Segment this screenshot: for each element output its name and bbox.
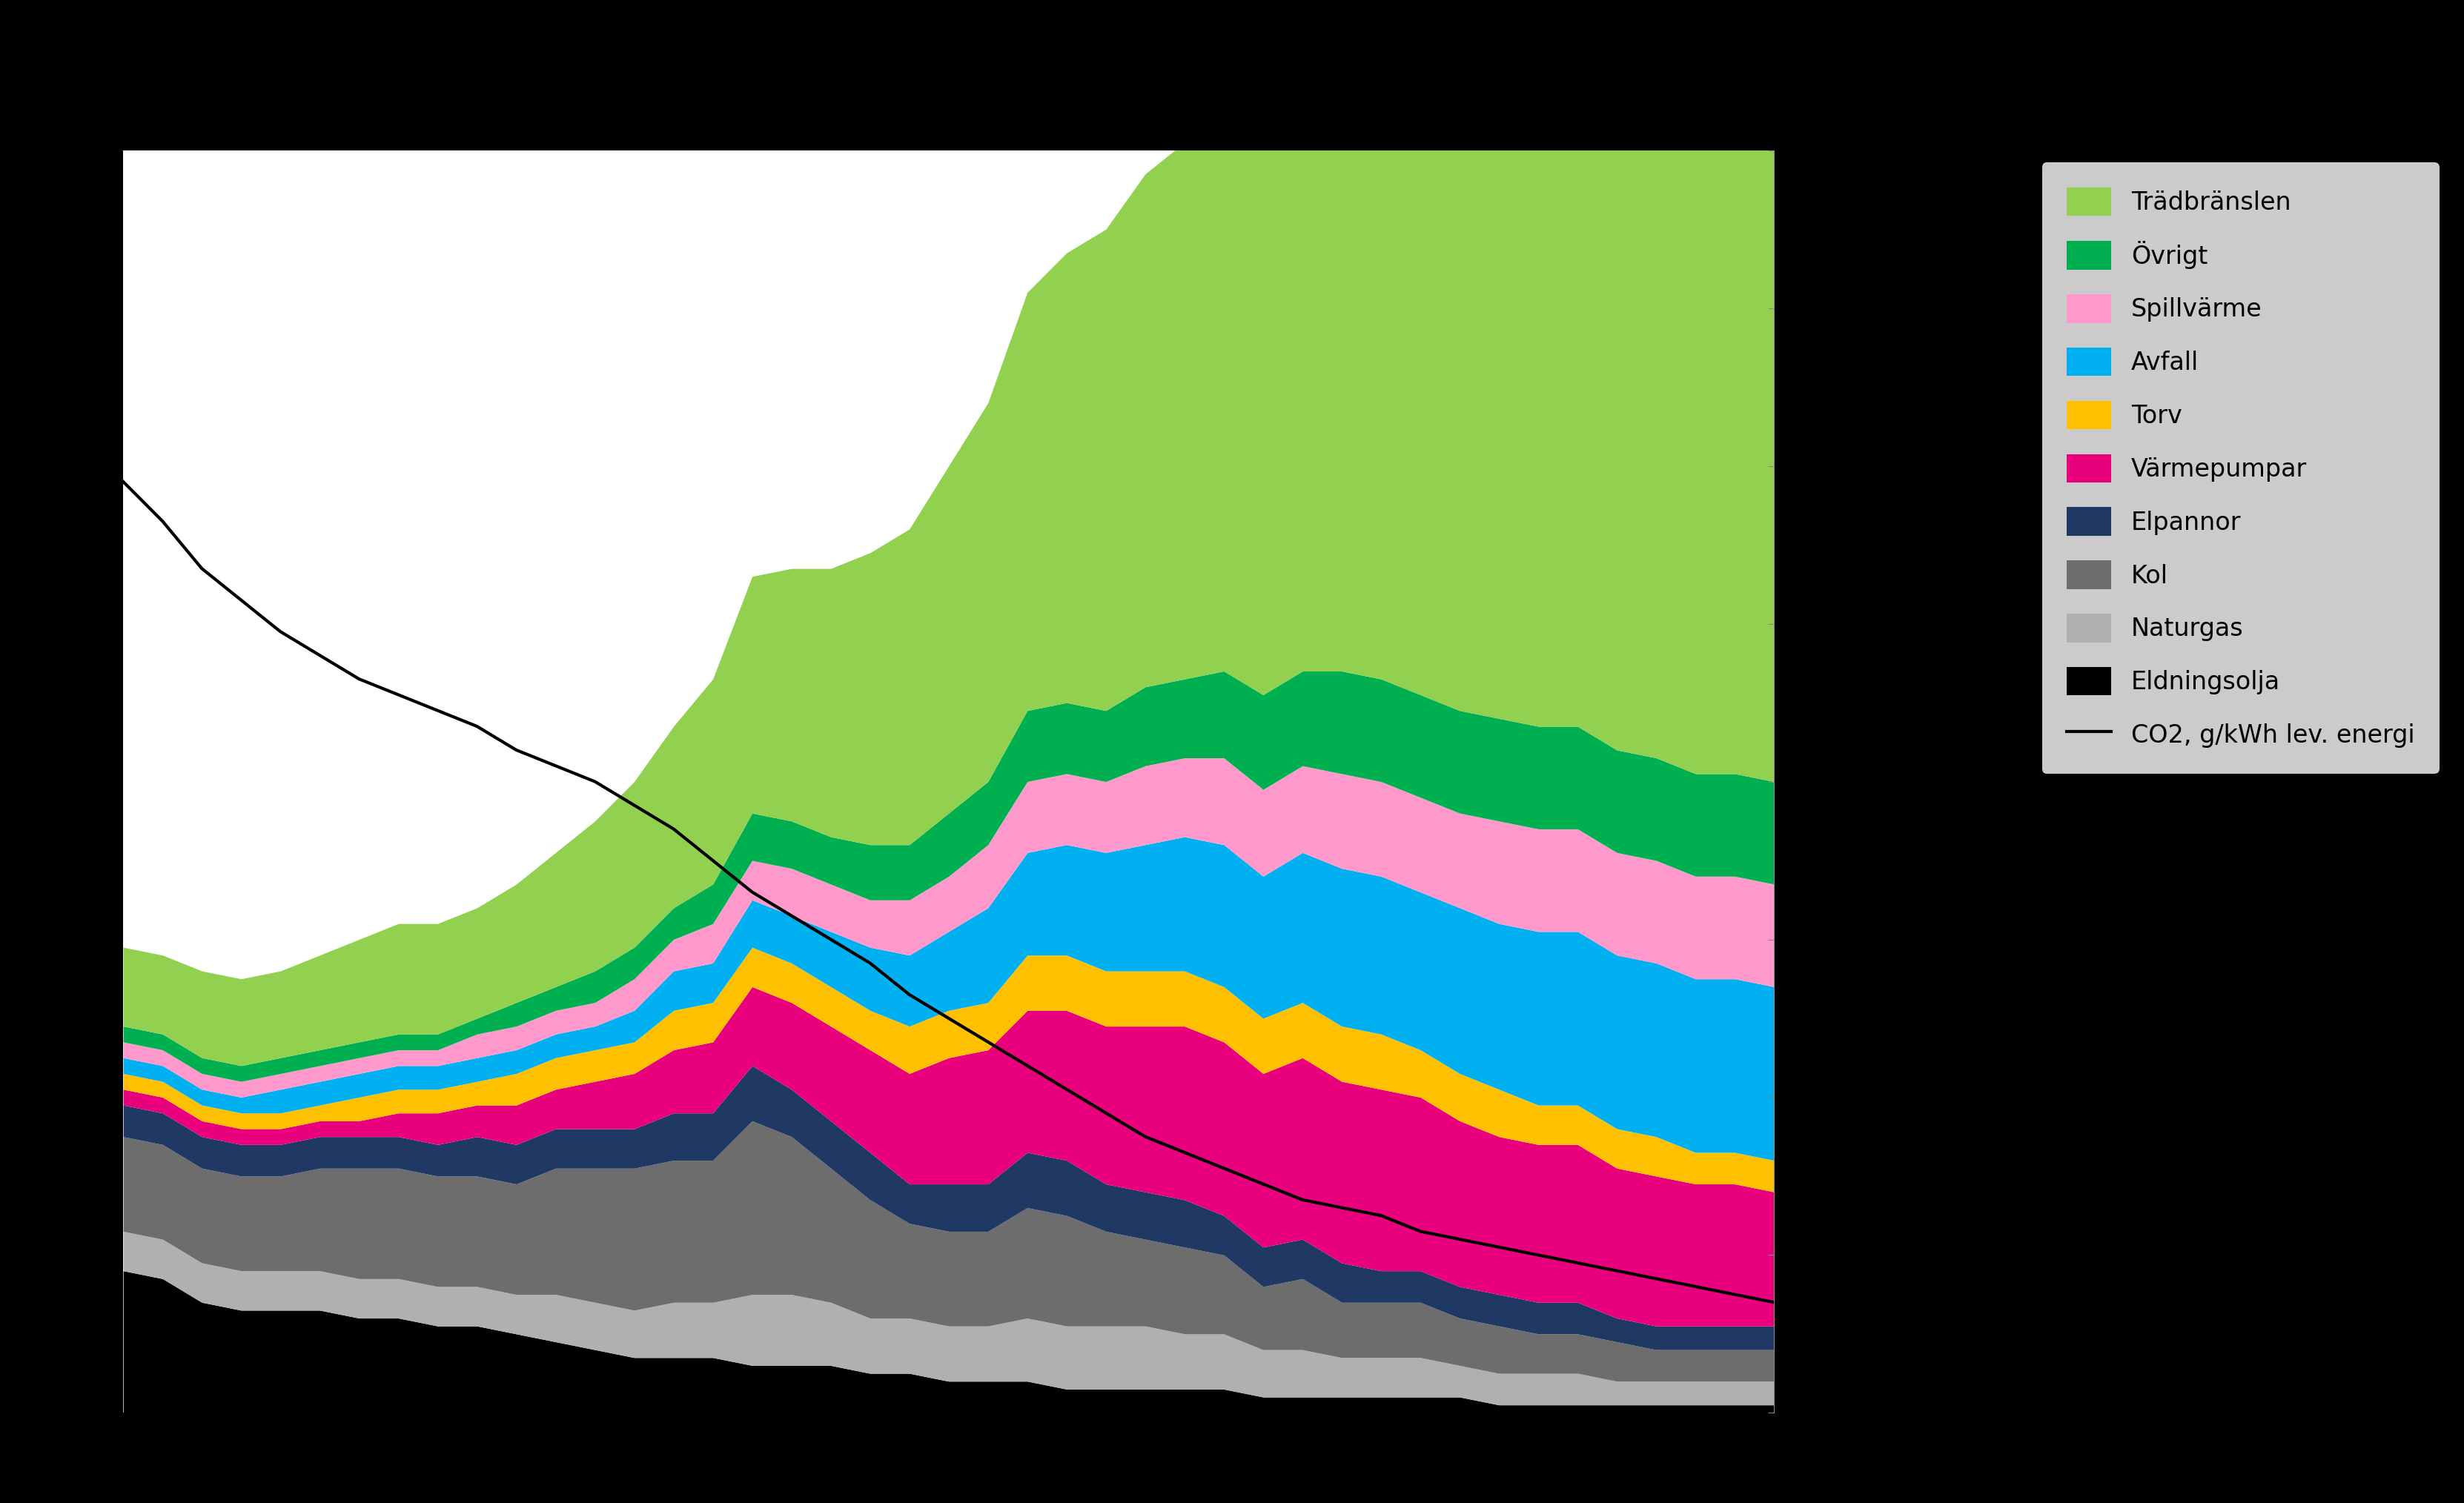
Legend: Trädbränslen, Övrigt, Spillvärme, Avfall, Torv, Värmepumpar, Elpannor, Kol, Natu: Trädbränslen, Övrigt, Spillvärme, Avfall… [2043, 162, 2439, 774]
